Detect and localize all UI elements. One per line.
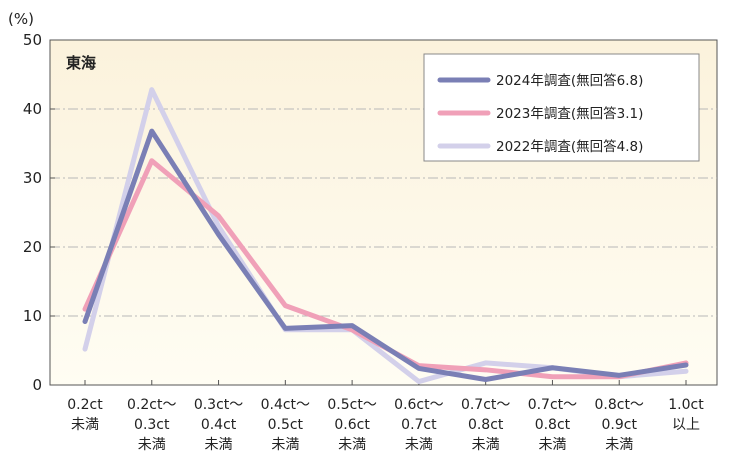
x-tick-label: 0.4ct <box>201 417 237 433</box>
y-unit-label: (%) <box>8 10 34 28</box>
legend-box <box>423 53 700 162</box>
legend-label: 2024年調査(無回答6.8) <box>496 72 643 89</box>
x-tick-label: 未満 <box>605 437 633 453</box>
y-tick-label: 10 <box>23 307 42 325</box>
y-tick-label: 50 <box>23 31 42 49</box>
x-tick-label: 0.2ct <box>67 397 103 413</box>
x-tick-label: 0.5ct〜 <box>327 397 376 413</box>
y-tick-label: 40 <box>23 100 42 118</box>
y-tick-label: 0 <box>32 376 42 394</box>
series-line-2 <box>82 128 689 382</box>
x-tick-label: 0.8ct <box>468 417 504 433</box>
x-tick-label: 0.7ct <box>401 417 437 433</box>
x-tick-label: 未満 <box>205 437 233 453</box>
x-tick-label: 未満 <box>338 437 366 453</box>
x-tick-label: 1.0ct <box>668 397 704 413</box>
x-tick-label: 未満 <box>71 417 99 433</box>
chart-title: 東海 <box>66 54 96 72</box>
x-tick-label: 未満 <box>472 437 500 453</box>
y-tick-label: 30 <box>23 169 42 187</box>
y-axis-ticks: 0 10 20 30 40 50 <box>23 31 55 394</box>
x-tick-label: 0.8ct〜 <box>594 397 643 413</box>
x-tick-label: 以上 <box>672 417 700 433</box>
x-tick-label: 0.2ct〜 <box>127 397 176 413</box>
x-tick-label: 未満 <box>138 437 166 453</box>
x-tick-label: 0.3ct〜 <box>194 397 243 413</box>
x-tick-label: 未満 <box>538 437 566 453</box>
x-tick-label: 未満 <box>405 437 433 453</box>
legend-label: 2022年調査(無回答4.8) <box>496 138 643 155</box>
x-tick-label: 0.6ct <box>334 417 370 433</box>
x-tick-label: 0.7ct〜 <box>528 397 577 413</box>
series-lines <box>82 87 689 385</box>
legend-label: 2023年調査(無回答3.1) <box>496 105 643 122</box>
x-tick-label: 0.5ct <box>268 417 304 433</box>
x-axis-ticks: 0.2ct 未満 0.2ct〜 0.3ct 未満 0.3ct〜 0.4ct 未満 0.4ct〜 0… <box>67 380 704 453</box>
x-tick-label: 0.8ct <box>535 417 571 433</box>
x-tick-label: 0.7ct〜 <box>461 397 510 413</box>
y-tick-label: 20 <box>23 238 42 256</box>
legend: 2024年調査(無回答6.8) 2023年調査(無回答3.1) 2022年調査(無回… <box>423 53 700 162</box>
x-tick-label: 0.4ct〜 <box>261 397 310 413</box>
x-tick-label: 0.6ct〜 <box>394 397 443 413</box>
x-tick-label: 0.3ct <box>134 417 170 433</box>
x-tick-label: 未満 <box>271 437 299 453</box>
x-tick-label: 0.9ct <box>601 417 637 433</box>
